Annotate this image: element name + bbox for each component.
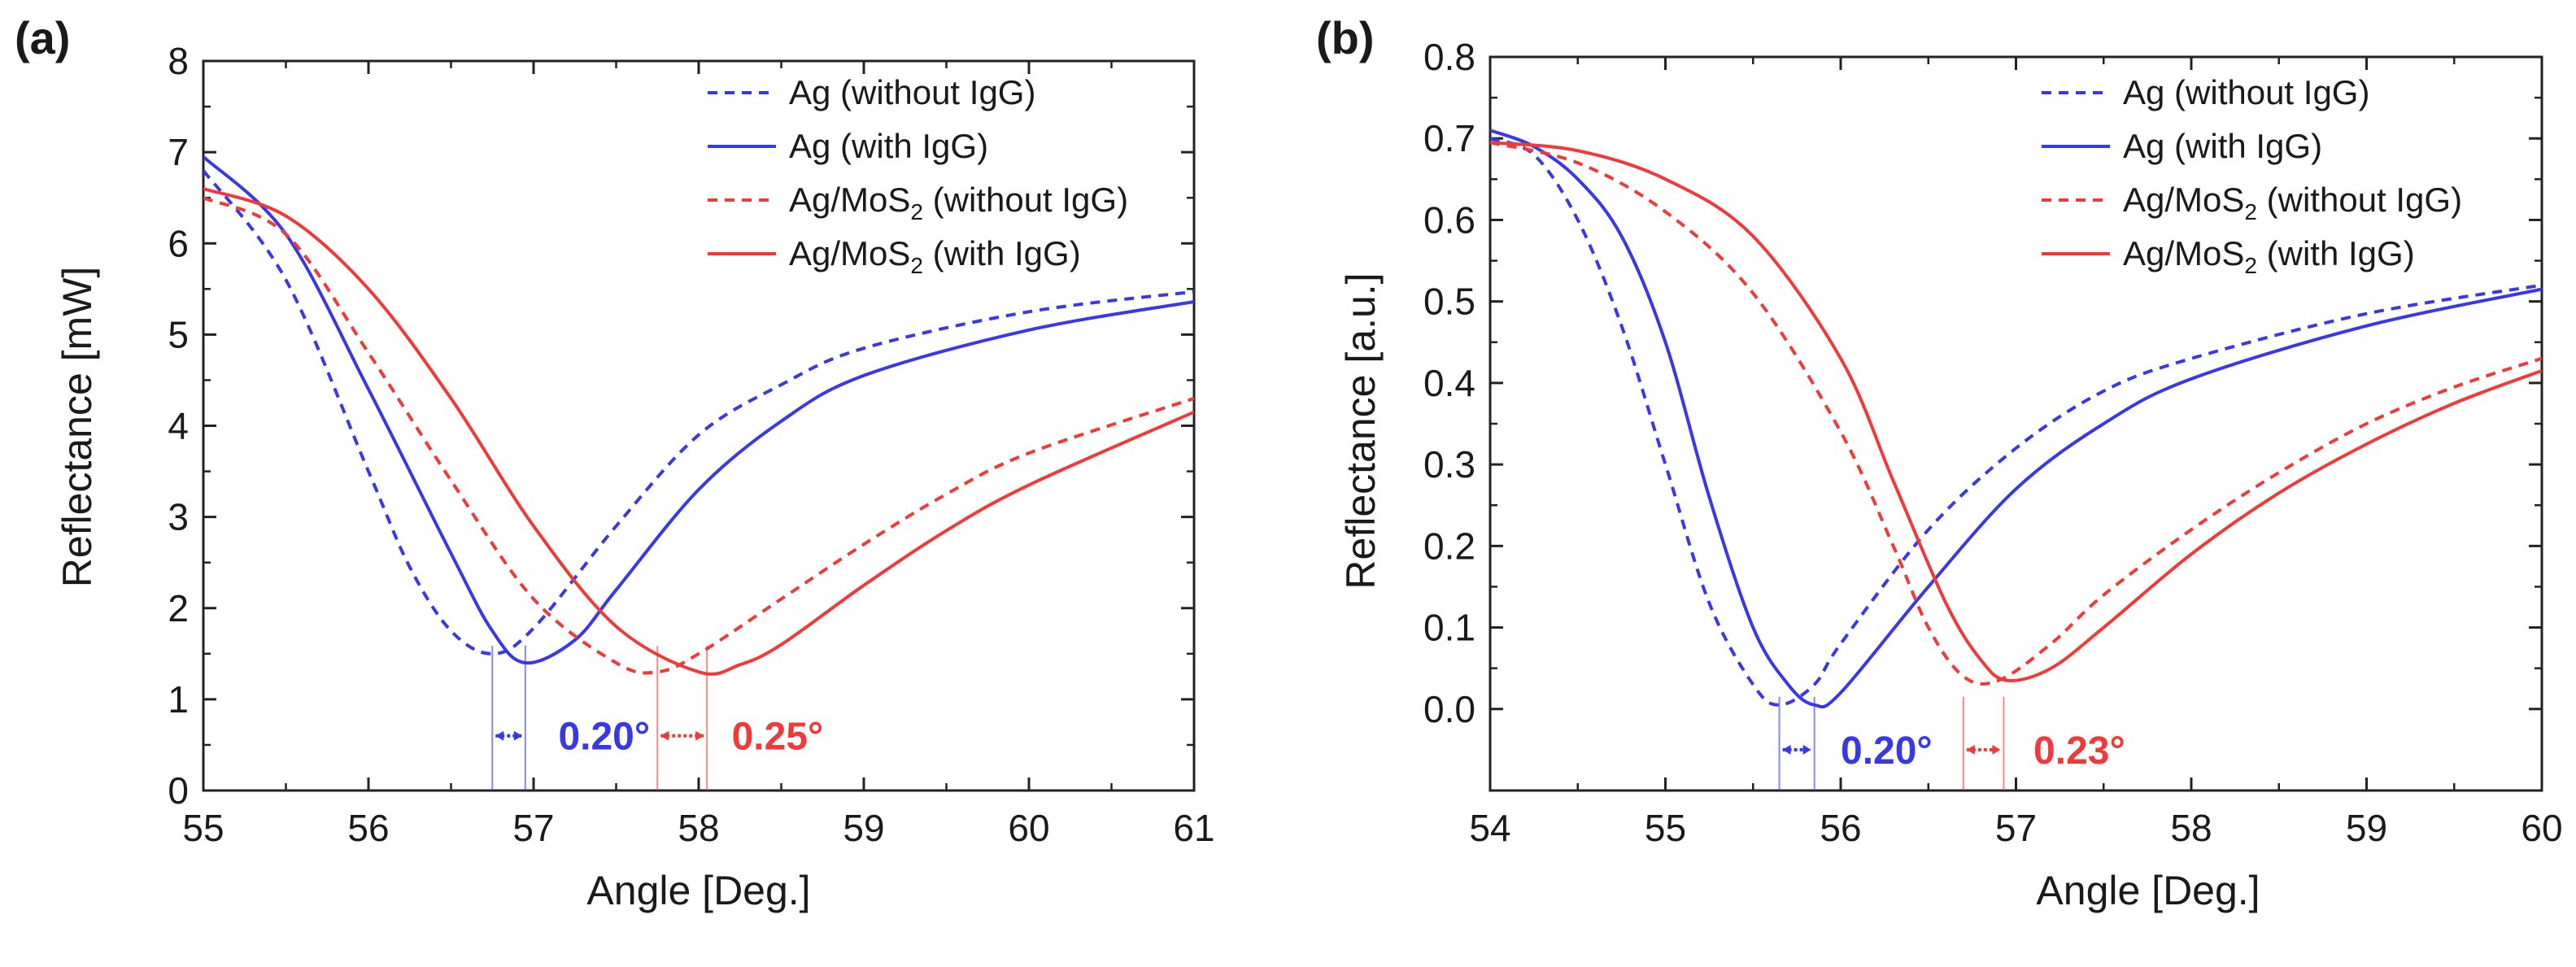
shift-label: 0.20°	[558, 716, 650, 759]
y-axis-title: Reflectance [a.u.]	[1338, 272, 1384, 589]
x-tick-label: 55	[182, 807, 224, 849]
x-tick-label: 58	[678, 807, 719, 849]
y-tick-label: 3	[168, 496, 189, 538]
y-tick-label: 0.4	[1423, 362, 1475, 404]
legend-label: Ag/MoS2 (with IgG)	[789, 234, 1081, 278]
y-tick-label: 0.0	[1423, 688, 1475, 730]
shift-arrowhead	[660, 730, 669, 741]
legend-label: Ag (with IgG)	[2123, 127, 2322, 165]
x-tick-label: 58	[2170, 807, 2212, 849]
series-line	[1490, 141, 2542, 682]
y-tick-label: 0.2	[1423, 525, 1475, 567]
y-tick-label: 0	[168, 769, 189, 812]
y-tick-label: 5	[168, 313, 189, 355]
shift-label: 0.25°	[732, 716, 824, 759]
x-axis-title: Angle [Deg.]	[2036, 868, 2260, 913]
y-tick-label: 4	[168, 405, 189, 447]
x-tick-label: 55	[1645, 807, 1686, 849]
x-axis-title: Angle [Deg.]	[586, 868, 810, 913]
y-tick-label: 0.6	[1423, 198, 1475, 241]
shift-arrowhead	[513, 730, 522, 741]
legend-label: Ag/MoS2 (without IgG)	[2123, 181, 2462, 224]
plot-frame	[202, 59, 1196, 792]
y-axis-title: Reflectance [mW]	[54, 267, 100, 588]
shift-label: 0.23°	[2033, 730, 2125, 773]
y-tick-label: 0.1	[1423, 607, 1475, 649]
legend-label: Ag (with IgG)	[789, 127, 988, 165]
legend-label: Ag/MoS2 (with IgG)	[2123, 234, 2415, 278]
x-tick-label: 60	[1008, 807, 1049, 849]
panel-b: (b) Angle [Deg.] Reflectance [a.u.] 54 55…	[1316, 12, 2563, 913]
x-tick-label: 57	[512, 807, 554, 849]
legend-label: Ag (without IgG)	[789, 73, 1035, 111]
shift-arrowhead	[1992, 744, 2001, 755]
shift-arrowhead	[1966, 744, 1975, 755]
y-tick-label: 7	[168, 131, 189, 173]
x-tick-label: 61	[1173, 807, 1214, 849]
y-tick-label: 0.5	[1423, 281, 1475, 323]
y-tick-label: 0.3	[1423, 443, 1475, 486]
x-tick-label: 60	[2521, 807, 2562, 849]
y-tick-label: 6	[168, 222, 189, 264]
x-tick-label: 54	[1469, 807, 1510, 849]
shift-arrowhead	[495, 730, 504, 741]
panel-label: (b)	[1316, 12, 1375, 63]
series-line	[203, 169, 1194, 656]
y-tick-label: 0.8	[1423, 36, 1475, 78]
series-line	[1490, 141, 2542, 686]
series-line	[1490, 137, 2542, 707]
x-tick-label: 59	[2346, 807, 2387, 849]
panel-a: (a) Angle [Deg.] Reflectance [mW] 55 56 57…	[15, 12, 1215, 913]
series-line	[203, 187, 1194, 676]
x-tick-label: 56	[1820, 807, 1861, 849]
legend-label: Ag/MoS2 (without IgG)	[789, 181, 1128, 224]
y-tick-label: 2	[168, 587, 189, 629]
x-tick-label: 56	[347, 807, 389, 849]
y-tick-label: 1	[168, 678, 189, 721]
x-tick-label: 59	[843, 807, 884, 849]
shift-arrowhead	[695, 730, 704, 741]
x-tick-label: 57	[1995, 807, 2037, 849]
y-tick-label: 8	[168, 40, 189, 82]
legend-label: Ag (without IgG)	[2123, 73, 2369, 111]
shift-arrowhead	[1782, 744, 1791, 755]
panel-label: (a)	[15, 12, 70, 63]
y-tick-label: 0.7	[1423, 117, 1475, 159]
series-line	[203, 196, 1194, 675]
shift-arrowhead	[1802, 744, 1811, 755]
series-line	[203, 155, 1194, 665]
shift-label: 0.20°	[1841, 730, 1933, 773]
